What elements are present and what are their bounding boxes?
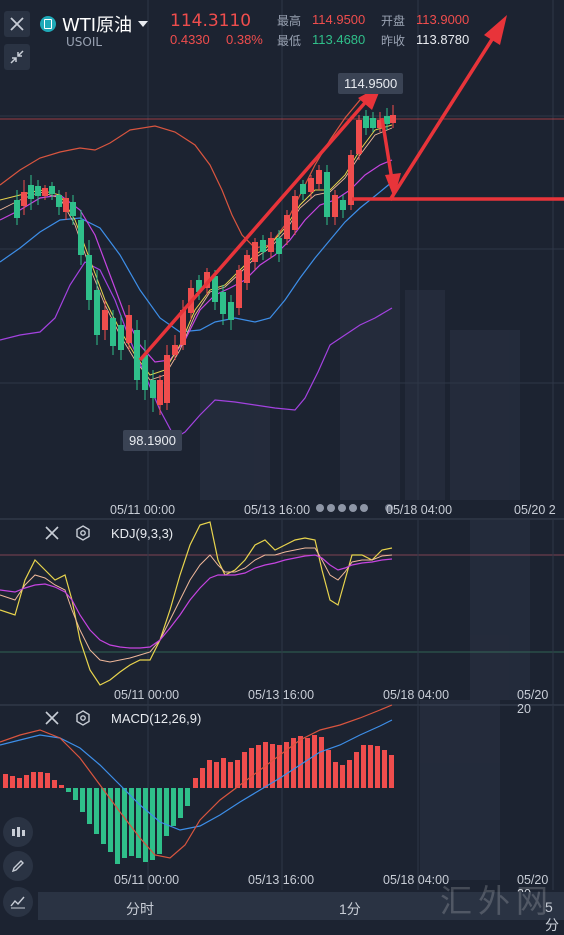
low-price-marker: 98.1900: [123, 430, 182, 451]
macd-settings-button[interactable]: [75, 710, 91, 726]
low-value: 113.4680: [312, 32, 366, 47]
price-change: 0.4330: [170, 32, 210, 47]
main-x-tick: 05/13 16:00: [244, 503, 311, 517]
price-change-pct: 0.38%: [226, 32, 263, 47]
kdj-x-tick: 05/18 04:00: [383, 688, 450, 702]
kdj-close-button[interactable]: [44, 525, 60, 541]
symbol-code: USOIL: [66, 35, 103, 49]
open-label: 开盘: [381, 14, 406, 28]
close-icon: [10, 17, 24, 31]
chart-type-button[interactable]: [3, 887, 33, 917]
macd-x-tick: 05/13 16:00: [248, 873, 315, 887]
close-icon: [45, 711, 59, 725]
main-x-tick: 05/18 04:00: [386, 503, 453, 517]
kdj-title: KDJ(9,3,3): [111, 526, 174, 541]
close-button[interactable]: [4, 11, 30, 37]
timeframe-tab-tick[interactable]: 分时: [126, 901, 154, 917]
low-label: 最低: [277, 34, 302, 48]
symbol-selector[interactable]: WTI原油: [40, 11, 149, 37]
macd-x-tick: 05/11 00:00: [114, 873, 180, 887]
macd-chart: [0, 704, 554, 890]
loading-dots-icon: [316, 504, 396, 516]
kdj-x-tick: 05/13 16:00: [248, 688, 315, 702]
open-value: 113.9000: [416, 12, 470, 27]
macd-close-button[interactable]: [44, 710, 60, 726]
watermark-logo: 汇外网: [440, 882, 555, 920]
kdj-x-tick: 05/20 20: [517, 688, 549, 716]
main-x-tick: 05/20 2: [514, 503, 556, 517]
chevron-down-icon: [138, 21, 149, 27]
prev-close-label: 昨收: [381, 34, 406, 48]
collapse-icon: [10, 50, 24, 64]
macd-title: MACD(12,26,9): [111, 711, 202, 726]
kdj-x-tick: 05/11 00:00: [114, 688, 180, 702]
kdj-chart: [0, 520, 564, 705]
close-icon: [45, 526, 59, 540]
current-price: 114.3110: [170, 11, 252, 31]
timeframe-bar: [38, 892, 564, 920]
gear-icon: [76, 525, 90, 541]
prev-close-value: 113.8780: [416, 32, 470, 47]
timeframe-tab-1m[interactable]: 1分: [339, 901, 361, 917]
high-price-marker: 114.9500: [338, 73, 404, 94]
collapse-button[interactable]: [4, 44, 30, 70]
main-x-tick: 05/11 00:00: [110, 503, 176, 517]
symbol-logo-icon: [40, 16, 56, 32]
indicator-button[interactable]: [3, 817, 33, 847]
pencil-icon: [11, 860, 24, 873]
gear-icon: [76, 710, 90, 726]
line-chart-icon: [10, 896, 25, 909]
candlestick-icon: [12, 827, 25, 837]
kdj-settings-button[interactable]: [75, 525, 91, 541]
macd-histogram: [3, 735, 394, 864]
annotation-arrows: [138, 15, 564, 362]
macd-x-tick: 05/18 04:00: [383, 873, 450, 887]
draw-tool-button[interactable]: [3, 851, 33, 881]
candlesticks: [14, 105, 396, 415]
high-value: 114.9500: [312, 12, 366, 27]
high-label: 最高: [277, 14, 302, 28]
symbol-title: WTI原油: [62, 15, 133, 36]
